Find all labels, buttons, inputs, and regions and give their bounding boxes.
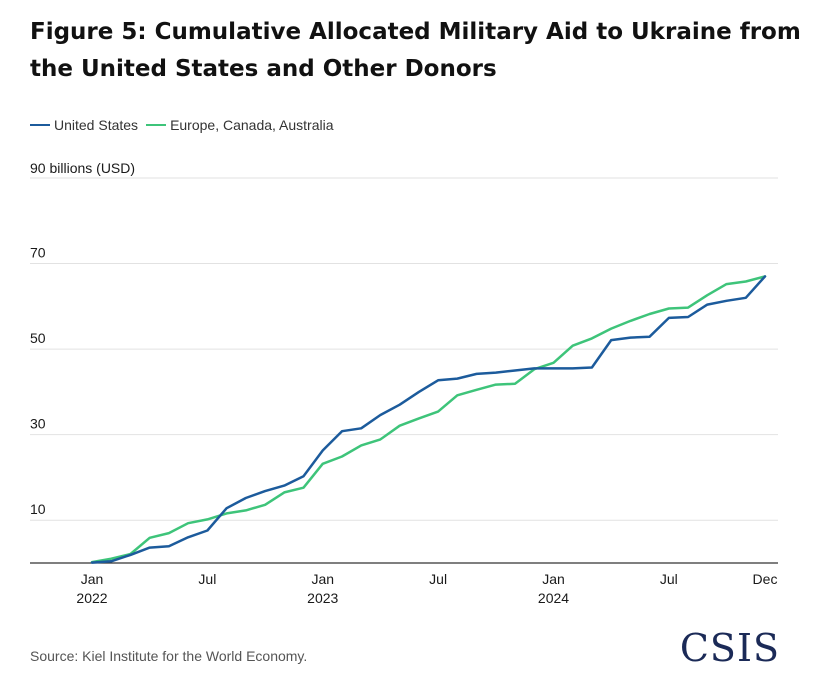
x-tick-year-2024: 2024	[538, 590, 569, 606]
csis-logo: CSIS	[679, 626, 780, 670]
gridlines	[30, 177, 778, 564]
y-unit-label: 90 billions (USD)	[30, 160, 135, 176]
legend-label-united-states: United States	[54, 117, 139, 133]
series-lines	[90, 275, 767, 564]
legend-item-europe: Europe, Canada, Australia	[146, 117, 334, 133]
source-note: Source: Kiel Institute for the World Eco…	[30, 648, 308, 664]
x-tick-label-2024-01: Jan	[542, 571, 565, 587]
y-tick-label-30: 30	[30, 416, 46, 432]
x-tick-year-2022: 2022	[76, 590, 107, 606]
y-tick-label-10: 10	[30, 501, 46, 517]
chart-title: Figure 5: Cumulative Allocated Military …	[30, 19, 801, 82]
series-line-us	[90, 275, 767, 564]
legend-label-europe: Europe, Canada, Australia	[170, 117, 334, 133]
x-tick-label-2022-07: Jul	[198, 571, 216, 587]
legend-swatch-united-states	[30, 124, 50, 126]
x-tick-label-2023-07: Jul	[429, 571, 447, 587]
x-tick-year-2023: 2023	[307, 590, 338, 606]
series-line-europe	[90, 275, 767, 564]
y-tick-label-70: 70	[30, 245, 46, 261]
legend-item-united-states: United States	[30, 117, 138, 133]
y-tick-label-50: 50	[30, 330, 46, 346]
y-axis-labels: 90 billions (USD) 70 50 30 10	[30, 160, 135, 517]
legend-swatch-europe	[146, 124, 167, 126]
legend: United States Europe, Canada, Australia	[30, 117, 342, 133]
x-tick-label-2022-01: Jan	[81, 571, 104, 587]
x-axis-labels: Jan 2022 Jul Jan 2023 Jul Jan 2024 Jul Dec	[76, 571, 777, 606]
x-tick-label-2024-07: Jul	[660, 571, 678, 587]
x-tick-label-2024-12: Dec	[753, 571, 778, 587]
x-tick-label-2023-01: Jan	[311, 571, 334, 587]
line-chart: 90 billions (USD) 70 50 30 10 Jan 2022 Jul Jan 2…	[30, 160, 778, 606]
